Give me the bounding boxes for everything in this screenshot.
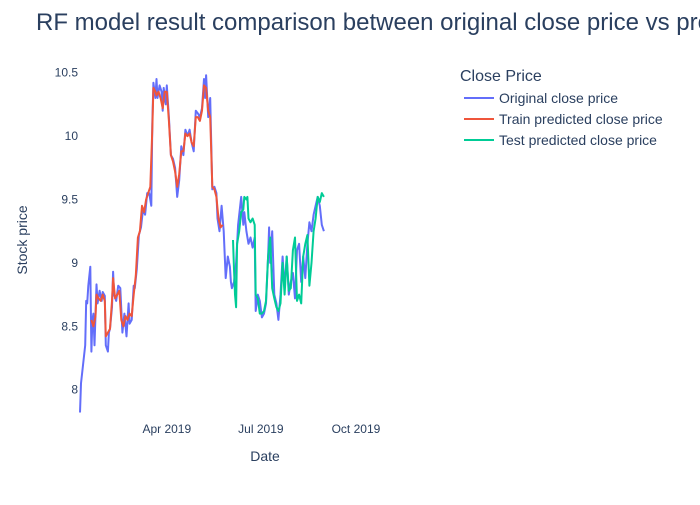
chart-title: RF model result comparison between origi… [36,9,700,36]
legend-entry-label: Test predicted close price [499,132,657,148]
x-axis-label: Date [250,448,280,464]
x-tick-label: Apr 2019 [142,422,191,436]
x-tick-label: Jul 2019 [238,422,284,436]
series-line-1 [79,74,325,413]
y-tick-label: 9 [71,256,78,270]
y-tick-label: 8 [71,383,78,397]
y-tick-label: 9.5 [61,192,78,206]
legend-entry-label: Train predicted close price [499,111,663,127]
legend-entry-label: Original close price [499,90,618,106]
legend-title: Close Price [460,68,542,85]
x-axis-ticks: Apr 2019 Jul 2019 Oct 2019 [142,422,380,436]
y-tick-label: 8.5 [61,319,78,333]
x-tick-label: Oct 2019 [332,422,381,436]
series-line-3 [232,192,325,315]
series-layer [79,74,325,413]
y-tick-label: 10 [65,129,79,143]
legend: Close Price Original close price Train pr… [460,68,663,148]
y-axis-label: Stock price [14,205,30,274]
y-axis-ticks: 8 8.5 9 9.5 10 10.5 [55,66,79,397]
y-tick-label: 10.5 [55,66,79,80]
series-line-2 [90,84,224,338]
